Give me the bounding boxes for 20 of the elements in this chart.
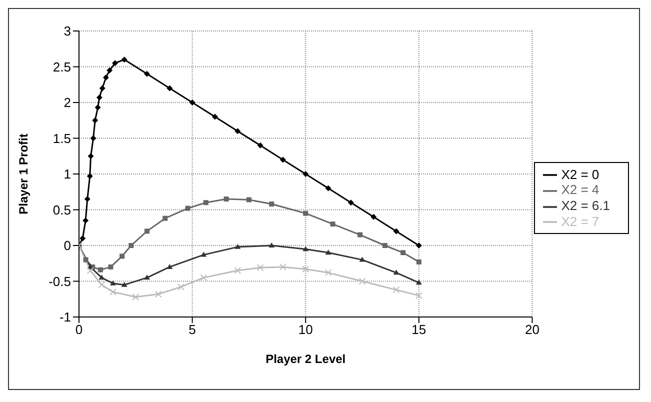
y-tick-label: 1 bbox=[64, 166, 71, 182]
y-axis-title: Player 1 Profit bbox=[16, 134, 30, 214]
y-tick-label: 0 bbox=[64, 238, 71, 254]
y-tick-label: 3 bbox=[64, 24, 71, 39]
y-tick-label: 2.5 bbox=[52, 59, 71, 74]
x-axis-title: Player 2 Level bbox=[266, 352, 346, 366]
legend-label: X2 = 4 bbox=[561, 182, 600, 198]
y-tick-label: 0.5 bbox=[52, 202, 71, 218]
x-tick-label: 15 bbox=[412, 322, 426, 338]
y-tick-label: -0.5 bbox=[48, 274, 71, 289]
y-tick-label: 1.5 bbox=[52, 130, 71, 146]
legend-label: X2 = 0 bbox=[561, 166, 600, 182]
legend-label: X2 = 6.1 bbox=[561, 198, 610, 213]
x-tick-label: 0 bbox=[75, 322, 83, 338]
x-tick-label: 20 bbox=[524, 322, 540, 338]
x-tick-label: 5 bbox=[188, 322, 196, 338]
y-tick-label: -1 bbox=[59, 310, 71, 325]
y-tick-label: 2 bbox=[64, 95, 71, 110]
legend-label: X2 = 7 bbox=[561, 214, 600, 229]
x-tick-label: 10 bbox=[298, 322, 313, 338]
